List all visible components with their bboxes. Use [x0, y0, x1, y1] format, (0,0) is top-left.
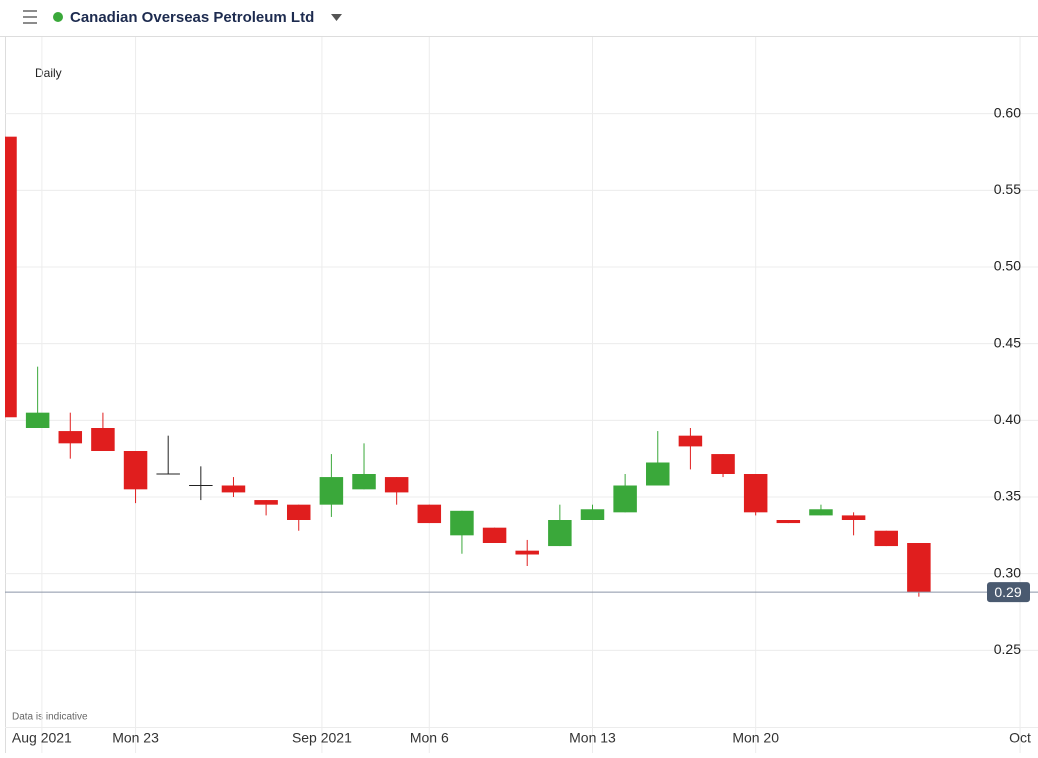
- candle-body: [841, 515, 866, 520]
- candle-body: [874, 530, 898, 547]
- y-tick-label: 0.50: [994, 258, 1021, 274]
- candle-body: [580, 509, 605, 520]
- candle-body: [156, 473, 180, 475]
- candle-body: [123, 451, 148, 490]
- candle-body: [809, 509, 833, 516]
- x-tick-label: Aug 2021: [12, 730, 72, 746]
- candle-body: [221, 485, 246, 493]
- y-tick-label: 0.25: [994, 641, 1021, 657]
- candle-body: [91, 428, 115, 451]
- y-tick-label: 0.55: [994, 181, 1021, 197]
- candle-body: [319, 477, 344, 505]
- candle-body: [776, 520, 801, 524]
- candle-body: [482, 527, 507, 543]
- candle-body: [286, 504, 311, 520]
- y-tick-label: 0.35: [994, 488, 1021, 504]
- x-tick-label: Mon 13: [569, 730, 616, 746]
- instrument-name[interactable]: Canadian Overseas Petroleum Ltd: [70, 9, 314, 26]
- x-tick-label: Oct: [1009, 730, 1031, 746]
- status-dot: [53, 12, 63, 22]
- interval-label[interactable]: Daily: [35, 66, 62, 80]
- candle-body: [646, 462, 670, 486]
- candle-body: [711, 454, 735, 474]
- last-price-label: 0.29: [994, 584, 1021, 600]
- candle-body: [254, 500, 278, 505]
- y-tick-label: 0.40: [994, 411, 1021, 427]
- menu-icon[interactable]: [23, 10, 37, 24]
- candle-body: [189, 485, 213, 486]
- candle-body: [907, 543, 931, 593]
- y-tick-label: 0.60: [994, 104, 1021, 120]
- y-tick-label: 0.45: [994, 334, 1021, 350]
- candle-body: [613, 485, 637, 513]
- candle-body: [743, 474, 768, 513]
- x-tick-label: Mon 23: [112, 730, 159, 746]
- candle-body: [548, 520, 572, 547]
- candle-body: [678, 435, 703, 447]
- candle-body: [352, 474, 376, 490]
- candle-body: [25, 412, 50, 428]
- candle-body: [384, 477, 409, 493]
- candle-body: [58, 431, 83, 444]
- candle-body: [417, 504, 442, 524]
- candle-body: [450, 510, 474, 536]
- y-tick-label: 0.30: [994, 564, 1021, 580]
- x-tick-label: Mon 20: [732, 730, 779, 746]
- candle-body: [515, 550, 539, 555]
- x-tick-label: Mon 6: [410, 730, 449, 746]
- dropdown-arrow[interactable]: [331, 14, 342, 21]
- candle-body: [5, 136, 17, 418]
- footnote: Data is indicative: [12, 712, 88, 723]
- last-price-tag: [987, 582, 1030, 603]
- x-tick-label: Sep 2021: [292, 730, 352, 746]
